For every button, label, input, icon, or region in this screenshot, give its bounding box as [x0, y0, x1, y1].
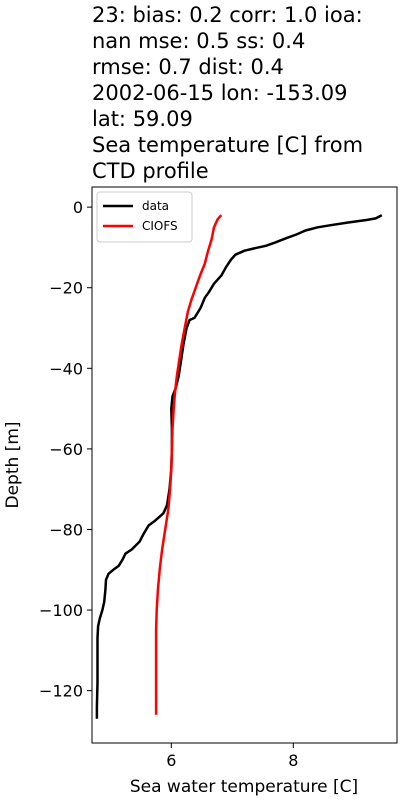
title-line-6: Sea temperature [C] from — [92, 133, 363, 157]
series-line-ciofs — [154, 214, 223, 715]
legend-box — [96, 191, 193, 243]
title-line-1: 23: bias: 0.2 corr: 1.0 ioa: — [92, 3, 363, 27]
y-tick-label: −120 — [39, 682, 83, 701]
chart-title: 23: bias: 0.2 corr: 1.0 ioa: nan mse: 0.… — [92, 3, 363, 183]
y-tick-label: −20 — [49, 279, 83, 298]
legend-label-ciofs: CIOFS — [142, 219, 178, 233]
title-line-4: 2002-06-15 lon: -153.09 — [92, 81, 348, 105]
y-axis-label: Depth [m] — [3, 421, 23, 508]
plot-frame — [91, 186, 398, 744]
y-tick-label: −80 — [49, 520, 83, 539]
series-layer — [95, 214, 383, 719]
y-tick-label: 0 — [73, 198, 83, 217]
series-line-data — [95, 214, 383, 719]
y-tick-label: −60 — [49, 440, 83, 459]
title-line-2: nan mse: 0.5 ss: 0.4 — [92, 29, 305, 53]
y-tick-label: −40 — [49, 359, 83, 378]
title-line-5: lat: 59.09 — [92, 107, 193, 131]
title-line-3: rmse: 0.7 dist: 0.4 — [92, 55, 284, 79]
y-tick-label: −100 — [39, 601, 83, 620]
x-tick-label: 8 — [288, 751, 298, 770]
title-line-7: CTD profile — [92, 159, 209, 183]
ticks-layer: 6 8 0 −20 −40 −60 −80 −100 −120 — [39, 198, 298, 770]
x-axis-label: Sea water temperature [C] — [130, 777, 358, 797]
x-tick-label: 6 — [166, 751, 176, 770]
legend: data CIOFS — [96, 191, 193, 243]
legend-label-data: data — [142, 199, 169, 213]
